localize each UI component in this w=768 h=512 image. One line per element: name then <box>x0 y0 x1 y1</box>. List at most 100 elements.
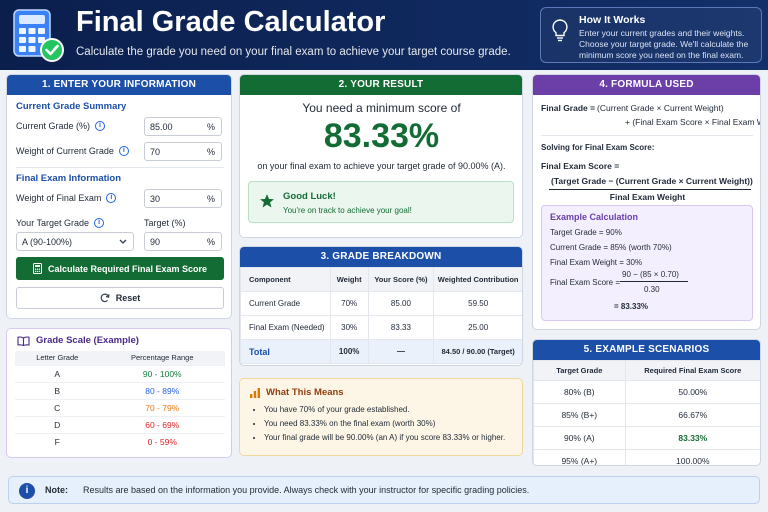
calculator-icon <box>32 263 42 274</box>
good-luck-message: You're on track to achieve your goal! <box>283 206 412 215</box>
total-component: Total <box>240 339 331 364</box>
column-header: Percentage Range <box>99 351 225 365</box>
total-contribution: 84.50 / 90.00 (Target) <box>433 339 522 364</box>
letter-grade: D <box>15 415 100 433</box>
what-this-means-box: What This Means You have 70% of your gra… <box>239 378 523 456</box>
example-denominator: 0.30 <box>644 285 660 294</box>
column-header: Required Final Exam Score <box>624 360 760 381</box>
lightbulb-icon <box>552 19 568 42</box>
bar-chart-icon <box>250 388 260 398</box>
formula-denominator: Final Exam Weight <box>609 192 686 202</box>
example-line: Current Grade = 85% (worth 70%) <box>550 243 672 252</box>
page-title: Final Grade Calculator <box>76 6 386 38</box>
example-calculation-box: Example Calculation Target Grade = 90% C… <box>541 205 753 321</box>
table-row: Current Grade 70% 85.00 59.50 <box>240 291 522 316</box>
target-grade: 80% (B) <box>533 380 626 404</box>
solving-label: Solving for Final Exam Score: <box>541 143 655 152</box>
final-grade-label: Final Grade = <box>541 103 596 113</box>
formula-panel-header: 4. FORMULA USED <box>533 75 760 95</box>
good-luck-title: Good Luck! <box>283 191 336 202</box>
column-header: Your Score (%) <box>367 267 435 292</box>
list-item: You have 70% of your grade established. <box>264 403 505 417</box>
what-this-means-list: You have 70% of your grade established. Y… <box>256 403 505 445</box>
total-weight: 100% <box>329 339 369 364</box>
refresh-icon <box>100 293 110 303</box>
info-icon[interactable]: i <box>106 193 117 203</box>
what-this-means-title: What This Means <box>266 387 344 398</box>
weight-final-input[interactable]: 30% <box>144 189 222 208</box>
cell-weight: 30% <box>329 315 369 340</box>
example-result: = 83.33% <box>614 302 649 311</box>
how-it-works-box: How It Works Enter your current grades a… <box>540 7 762 63</box>
grade-scale-title: Grade Scale (Example) <box>17 335 139 346</box>
weight-current-input[interactable]: 70% <box>144 142 222 161</box>
table-row: A 90 - 100% <box>15 364 225 382</box>
letter-grade: F <box>15 432 100 450</box>
reset-button[interactable]: Reset <box>16 287 224 309</box>
result-panel: 2. YOUR RESULT You need a minimum score … <box>239 74 523 238</box>
star-icon <box>260 194 274 208</box>
input-panel: 1. ENTER YOUR INFORMATION Current Grade … <box>6 74 232 319</box>
weight-final-label: Weight of Final Exam i <box>16 193 117 203</box>
required-score: 83.33% <box>323 117 440 155</box>
letter-grade: B <box>15 381 100 399</box>
current-grade-label: Current Grade (%) i <box>16 121 106 131</box>
column-header: Component <box>240 267 331 292</box>
percentage-range: 70 - 79% <box>99 398 225 416</box>
list-item: Your final grade will be 90.00% (an A) i… <box>264 431 505 445</box>
percentage-range: 0 - 59% <box>99 432 225 450</box>
column-header: Target Grade <box>533 360 626 381</box>
note-text: Results are based on the information you… <box>83 485 530 495</box>
calculate-button[interactable]: Calculate Required Final Exam Score <box>16 257 224 280</box>
scenarios-panel-header: 5. EXAMPLE SCENARIOS <box>533 340 760 360</box>
cell-component: Final Exam (Needed) <box>240 315 331 340</box>
required-score: 66.67% <box>624 403 760 427</box>
letter-grade: C <box>15 398 100 416</box>
good-luck-box: Good Luck! You're on track to achieve yo… <box>248 181 514 223</box>
example-fes-label: Final Exam Score = <box>550 278 621 287</box>
note-bar: i Note: Results are based on the informa… <box>8 476 760 504</box>
cell-weight: 70% <box>329 291 369 316</box>
current-grade-input[interactable]: 85.00% <box>144 117 222 136</box>
app-header: Final Grade Calculator Calculate the gra… <box>0 0 768 70</box>
input-panel-header: 1. ENTER YOUR INFORMATION <box>7 75 231 95</box>
example-title: Example Calculation <box>550 212 639 222</box>
note-label: Note: <box>45 485 68 495</box>
target-grade-label: Your Target Grade i <box>16 218 105 228</box>
required-score: 50.00% <box>624 380 760 404</box>
book-icon <box>17 335 30 346</box>
result-panel-header: 2. YOUR RESULT <box>240 75 522 95</box>
cell-contribution: 59.50 <box>433 291 522 316</box>
target-grade-select[interactable]: A (90-100%) <box>16 232 134 251</box>
final-exam-score-label: Final Exam Score = <box>541 161 620 171</box>
breakdown-panel: 3. GRADE BREAKDOWN Component Weight Your… <box>239 246 523 366</box>
weight-current-label: Weight of Current Grade i <box>16 146 129 156</box>
info-icon[interactable]: i <box>118 146 129 156</box>
result-explanation: on your final exam to achieve your targe… <box>257 161 506 171</box>
scenarios-panel: 5. EXAMPLE SCENARIOS Target Grade Requir… <box>532 339 761 466</box>
percentage-range: 60 - 69% <box>99 415 225 433</box>
divider <box>541 135 753 136</box>
calculator-check-icon <box>13 9 64 62</box>
required-score: 83.33% <box>624 426 760 450</box>
final-exam-info-heading: Final Exam Information <box>16 173 122 184</box>
column-header: Letter Grade <box>15 351 100 365</box>
info-icon[interactable]: i <box>94 218 105 228</box>
formula-numerator: (Target Grade − (Current Grade × Current… <box>551 176 753 186</box>
table-row: 80% (B) 50.00% <box>533 380 760 404</box>
formula-line-1: (Current Grade × Current Weight) <box>597 103 724 113</box>
info-icon: i <box>19 483 35 499</box>
formula-line-2: + (Final Exam Score × Final Exam Weight) <box>625 117 760 127</box>
target-pct-input[interactable]: 90% <box>144 232 222 251</box>
grade-scale-panel: Grade Scale (Example) Letter Grade Perce… <box>6 328 232 458</box>
table-row: C 70 - 79% <box>15 398 225 416</box>
info-icon[interactable]: i <box>95 121 106 131</box>
table-row: B 80 - 89% <box>15 381 225 399</box>
required-score: 100.00% <box>624 449 760 465</box>
total-score: — <box>367 339 435 364</box>
fraction-bar <box>549 189 751 190</box>
grade-scale-table: Letter Grade Percentage Range A 90 - 100%… <box>15 351 225 450</box>
target-grade: 90% (A) <box>533 426 626 450</box>
how-it-works-title: How It Works <box>579 14 646 26</box>
